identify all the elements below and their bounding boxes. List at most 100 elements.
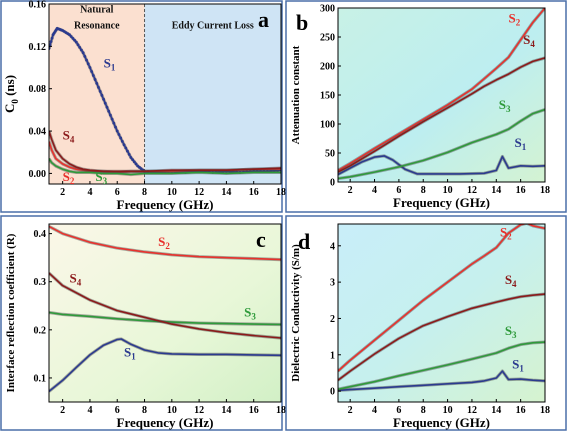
y-tick-label: 3 — [330, 278, 335, 289]
plot-axes-frame — [337, 223, 546, 403]
x-tick-label: 2 — [60, 405, 65, 416]
series-point-s1 — [49, 40, 53, 43]
x-tick-label: 12 — [194, 187, 204, 198]
series-line-s2 — [49, 225, 281, 261]
x-tick-label: 16 — [516, 405, 526, 416]
x-axis-label: Frequency (GHz) — [117, 197, 214, 212]
y-tick-label: 300 — [320, 4, 335, 15]
x-tick-label: 2 — [348, 405, 353, 416]
series-label-sub: 4 — [70, 135, 75, 145]
series-label-base: S — [512, 357, 519, 372]
x-tick-label: 10 — [167, 187, 177, 198]
series-label-s4: S4 — [63, 128, 75, 145]
series-point-s1 — [78, 46, 82, 49]
series-point-s1 — [115, 129, 119, 133]
x-tick-label: 14 — [221, 187, 231, 198]
series-point-s1 — [120, 139, 124, 143]
y-tick-label: 1 — [330, 350, 335, 361]
y-tick-label: 50 — [325, 149, 335, 160]
series-line-s3 — [338, 108, 545, 180]
series-point-s1 — [131, 158, 134, 162]
series-label-sub: 2 — [507, 232, 512, 242]
series-point-s1 — [97, 85, 100, 89]
series-label-s4: S4 — [69, 271, 81, 288]
series-point-s1 — [80, 48, 83, 52]
x-tick-label: 14 — [491, 185, 501, 196]
series-label-sub: 3 — [251, 311, 256, 321]
x-tick-label: 6 — [115, 405, 120, 416]
series-label-s1: S1 — [124, 344, 136, 361]
series-label-s3: S3 — [95, 169, 107, 186]
annotation: Resonance — [74, 20, 120, 31]
series-point-s1 — [105, 105, 109, 109]
plot-background — [338, 224, 545, 402]
x-tick-label: 18 — [276, 187, 286, 198]
series-line-s4 — [49, 130, 281, 173]
series-point-s1 — [100, 93, 104, 97]
series-point-s1 — [127, 152, 131, 156]
series-label-sub: 1 — [131, 351, 136, 361]
y-axis-label-rest: (ns) — [2, 75, 17, 99]
series-point-s1 — [98, 89, 102, 93]
series-point-s1 — [49, 43, 52, 47]
panel-letter: c — [256, 227, 266, 252]
series-point-s1 — [83, 55, 87, 58]
x-tick-label: 18 — [540, 185, 550, 196]
series-label-base: S — [500, 225, 507, 240]
x-axis-label: Frequency (GHz) — [393, 415, 490, 430]
y-tick-label: 4 — [330, 241, 335, 252]
series-label-base: S — [508, 11, 515, 26]
y-axis-label: Attenuation constant — [290, 45, 302, 144]
x-tick-label: 2 — [60, 187, 65, 198]
series-point-s1 — [126, 149, 129, 153]
x-tick-label: 10 — [167, 405, 177, 416]
x-tick-label: 12 — [467, 405, 477, 416]
series-label-s3: S3 — [505, 323, 517, 340]
series-point-s1 — [110, 117, 114, 121]
series-point-s1 — [112, 121, 116, 125]
x-tick-label: 8 — [421, 405, 426, 416]
series-label-s2: S2 — [63, 169, 75, 186]
series-label-s4: S4 — [523, 32, 535, 49]
panel-letter: d — [298, 229, 310, 254]
series-point-s1 — [93, 78, 97, 81]
y-tick-label: 0.08 — [29, 84, 47, 95]
series-label-sub: 3 — [103, 176, 108, 186]
y-tick-label: 150 — [320, 91, 335, 102]
series-point-s1 — [124, 146, 128, 150]
series-label-s3: S3 — [244, 304, 256, 321]
series-label-base: S — [104, 56, 111, 71]
series-point-s1 — [74, 40, 78, 44]
series-line-s3 — [338, 341, 545, 391]
series-point-s1 — [73, 38, 76, 42]
x-tick-label: 2 — [348, 185, 353, 196]
x-tick-label: 6 — [396, 405, 401, 416]
y-axis-label: Dielectric Conductivity (S/m) — [290, 244, 302, 382]
series-line-s4 — [338, 57, 545, 173]
series-point-s1 — [50, 36, 54, 40]
x-tick-label: 8 — [142, 405, 147, 416]
series-line-s2 — [338, 8, 545, 172]
series-label-s3: S3 — [499, 97, 511, 114]
series-point-s1 — [95, 82, 99, 85]
x-tick-label: 6 — [396, 185, 401, 196]
series-point-s1 — [71, 37, 75, 40]
series-label-sub: 4 — [77, 278, 82, 288]
annotation: Eddy Current Loss — [172, 20, 254, 31]
x-tick-label: 12 — [194, 405, 204, 416]
x-tick-label: 18 — [540, 405, 550, 416]
y-axis-label-main: C — [2, 104, 17, 113]
series-label-base: S — [505, 323, 512, 338]
y-tick-label: 200 — [320, 62, 335, 73]
series-label-base: S — [69, 271, 76, 286]
series-point-s1 — [102, 97, 105, 101]
x-tick-label: 16 — [249, 187, 259, 198]
y-tick-label: 0.16 — [29, 0, 47, 11]
plot-axes-frame — [48, 3, 282, 185]
series-group — [338, 8, 545, 181]
series-label-base: S — [158, 234, 165, 249]
